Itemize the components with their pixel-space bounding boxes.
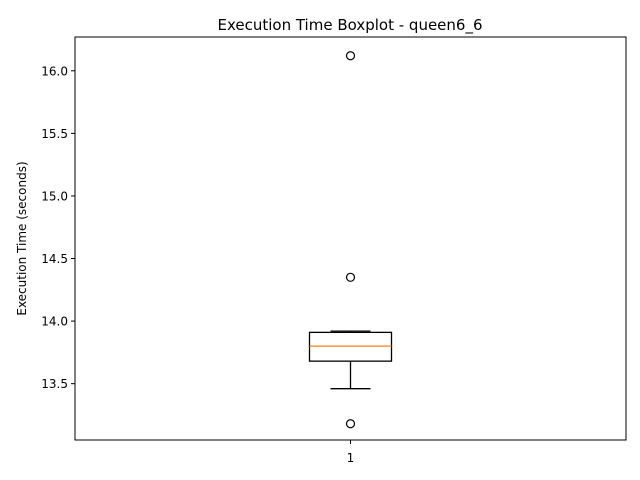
y-tick-label: 14.0 bbox=[41, 315, 68, 329]
y-tick-label: 14.5 bbox=[41, 252, 68, 266]
outlier-point bbox=[345, 51, 356, 61]
plot-area: 13.5 14.0 14.5 15.0 15.5 16.0 1 bbox=[41, 51, 393, 465]
y-tick-label: 16.0 bbox=[41, 64, 68, 78]
outlier-point bbox=[345, 272, 356, 282]
x-tick-label: 1 bbox=[347, 451, 355, 465]
chart-title: Execution Time Boxplot - queen6_6 bbox=[217, 16, 482, 35]
y-tick-label: 15.0 bbox=[41, 189, 68, 203]
y-tick-label: 15.5 bbox=[41, 127, 68, 141]
y-axis-label: Execution Time (seconds) bbox=[15, 161, 29, 315]
y-tick-label: 13.5 bbox=[41, 377, 68, 391]
outlier-point bbox=[345, 419, 356, 429]
axes-frame bbox=[74, 36, 627, 441]
